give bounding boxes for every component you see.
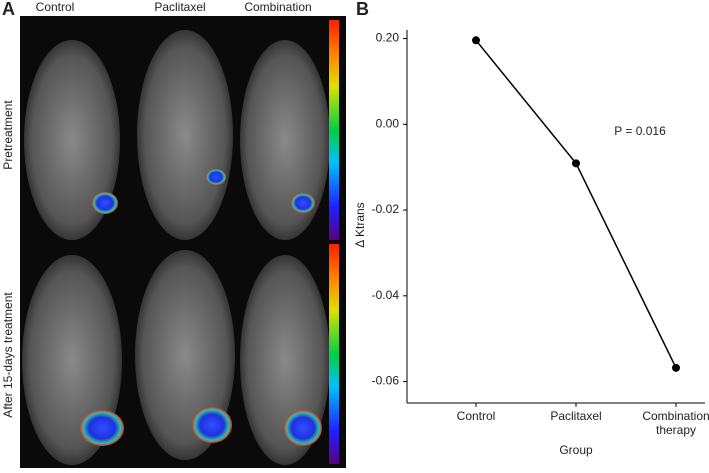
mri-images xyxy=(22,30,330,465)
row-label: Pretreatment xyxy=(1,100,15,170)
point xyxy=(672,363,680,372)
colorbar xyxy=(329,244,339,464)
point xyxy=(572,159,580,168)
panel-label: A xyxy=(2,0,15,19)
column-label: Paclitaxel xyxy=(154,0,205,14)
x-tick-label: Control xyxy=(456,409,496,423)
colorbar xyxy=(329,20,339,240)
x-tick-label: Paclitaxel xyxy=(550,409,602,423)
column-label: Combination xyxy=(244,0,311,14)
y-tick-label: 0.20 xyxy=(376,31,400,45)
y-tick-label: -0.04 xyxy=(372,288,400,302)
row-label: After 15-days treatment xyxy=(1,292,15,418)
x-tick-label: Combination therapy xyxy=(642,409,709,437)
y-tick-label: 0.00 xyxy=(376,116,400,130)
y-tick-label: -0.06 xyxy=(372,374,400,388)
point xyxy=(472,36,480,45)
x-axis-label: Group xyxy=(559,443,593,457)
line xyxy=(475,39,677,369)
annotation: P = 0.016 xyxy=(614,124,666,138)
panel-label: B xyxy=(356,0,369,19)
mri-panel: A Control Paclitaxel Combination Pretrea… xyxy=(1,0,346,468)
y-tick-label: -0.02 xyxy=(372,202,400,216)
column-label: Control xyxy=(36,0,75,14)
y-axis-label: Δ Ktrans xyxy=(353,202,367,247)
